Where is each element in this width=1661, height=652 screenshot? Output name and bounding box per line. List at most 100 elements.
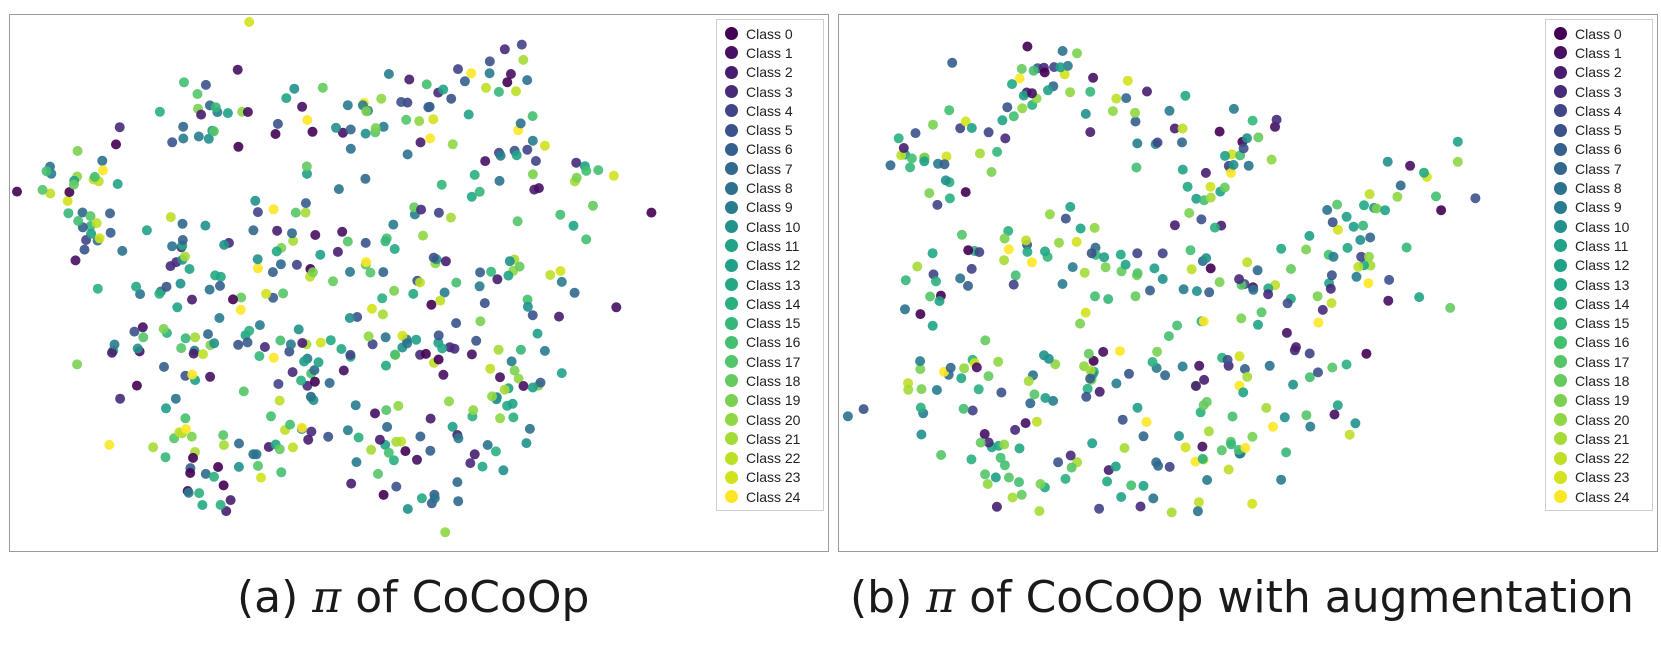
scatter-point xyxy=(1184,208,1195,218)
scatter-point xyxy=(983,437,994,448)
scatter-point xyxy=(945,362,956,373)
scatter-point xyxy=(388,455,399,466)
scatter-point xyxy=(376,93,387,104)
scatter-point xyxy=(999,255,1010,266)
scatter-point xyxy=(92,283,103,294)
legend-b: Class 0 Class 1 Class 2 Class 3 Class 4 Class… xyxy=(1545,19,1653,512)
legend-swatch xyxy=(1554,123,1567,137)
scatter-point xyxy=(415,277,425,288)
scatter-point xyxy=(114,122,125,133)
legend-swatch xyxy=(1554,220,1567,234)
scatter-point xyxy=(287,442,298,453)
scatter-point xyxy=(515,344,526,355)
scatter-point xyxy=(474,281,485,292)
scatter-point xyxy=(324,378,335,388)
scatter-point xyxy=(512,216,523,227)
scatter-point xyxy=(253,460,263,471)
scatter-point xyxy=(931,276,941,287)
scatter-point xyxy=(367,303,377,314)
scatter-point xyxy=(165,212,176,223)
legend-item: Class 11 xyxy=(1554,236,1646,255)
legend-swatch xyxy=(725,85,738,99)
legend-item: Class 19 xyxy=(725,391,817,410)
scatter-point xyxy=(1115,249,1126,260)
scatter-point xyxy=(270,129,281,139)
scatter-point xyxy=(1079,267,1090,278)
scatter-point xyxy=(97,155,108,166)
scatter-point xyxy=(1152,346,1163,357)
scatter-point xyxy=(477,461,488,472)
scatter-point xyxy=(214,313,225,323)
scatter-point xyxy=(1419,167,1429,178)
legend-label: Class 15 xyxy=(746,315,801,332)
scatter-point xyxy=(436,179,447,190)
scatter-point xyxy=(425,413,436,424)
scatter-point xyxy=(1351,271,1362,282)
scatter-point xyxy=(440,527,451,538)
scatter-point xyxy=(197,500,208,510)
scatter-point xyxy=(161,403,171,414)
legend-label: Class 12 xyxy=(1575,257,1630,274)
scatter-point xyxy=(1197,453,1208,464)
scatter-point xyxy=(1202,475,1213,485)
scatter-point xyxy=(1317,304,1328,315)
legend-swatch xyxy=(1554,374,1567,388)
legend-item: Class 8 xyxy=(1554,178,1646,197)
scatter-point xyxy=(342,425,353,436)
legend-swatch xyxy=(725,258,738,272)
scatter-point xyxy=(167,137,178,148)
legend-item: Class 20 xyxy=(725,410,817,429)
scatter-point xyxy=(1065,201,1076,212)
scatter-point xyxy=(1276,474,1287,485)
scatter-point xyxy=(1177,164,1188,175)
legend-label: Class 11 xyxy=(1575,237,1629,254)
legend-item: Class 12 xyxy=(725,256,817,275)
scatter-point xyxy=(900,304,910,315)
scatter-point xyxy=(1238,143,1249,154)
scatter-point xyxy=(1191,286,1202,297)
scatter-point xyxy=(1126,480,1137,491)
scatter-point xyxy=(485,363,496,374)
scatter-point xyxy=(1371,203,1382,214)
scatter-point xyxy=(1000,133,1011,144)
legend-label: Class 8 xyxy=(1575,180,1622,197)
legend-swatch xyxy=(725,393,738,407)
scatter-point xyxy=(412,454,422,465)
scatter-point xyxy=(898,143,909,153)
scatter-point xyxy=(187,369,198,380)
scatter-point xyxy=(1177,137,1187,148)
scatter-point xyxy=(1087,438,1098,449)
scatter-point xyxy=(1034,506,1045,517)
legend-item: Class 14 xyxy=(1554,294,1646,313)
legend-swatch xyxy=(725,432,738,446)
scatter-point xyxy=(532,328,543,339)
legend-item: Class 12 xyxy=(1554,256,1646,275)
scatter-point xyxy=(1085,127,1096,138)
scatter-point xyxy=(469,169,480,180)
scatter-point xyxy=(1138,480,1149,491)
legend-item: Class 8 xyxy=(725,178,817,197)
scatter-point xyxy=(98,165,108,176)
scatter-point xyxy=(86,228,97,239)
scatter-point xyxy=(1075,318,1086,329)
legend-label: Class 8 xyxy=(746,180,793,197)
scatter-point xyxy=(511,86,521,97)
scatter-point xyxy=(932,199,943,210)
scatter-point xyxy=(389,244,400,254)
scatter-point xyxy=(484,68,495,79)
scatter-point xyxy=(1016,63,1027,74)
scatter-point xyxy=(571,157,582,168)
legend-swatch xyxy=(1554,200,1567,214)
scatter-point xyxy=(1199,374,1210,385)
scatter-point xyxy=(1054,237,1064,248)
scatter-point xyxy=(382,421,393,432)
scatter-point xyxy=(986,167,997,177)
scatter-point xyxy=(366,444,377,455)
legend-swatch xyxy=(1554,335,1567,349)
scatter-point xyxy=(928,119,938,130)
scatter-point xyxy=(581,165,592,176)
scatter-point xyxy=(490,446,501,457)
scatter-point xyxy=(297,101,308,112)
scatter-point xyxy=(1008,111,1019,122)
legend-label: Class 15 xyxy=(1575,315,1630,332)
